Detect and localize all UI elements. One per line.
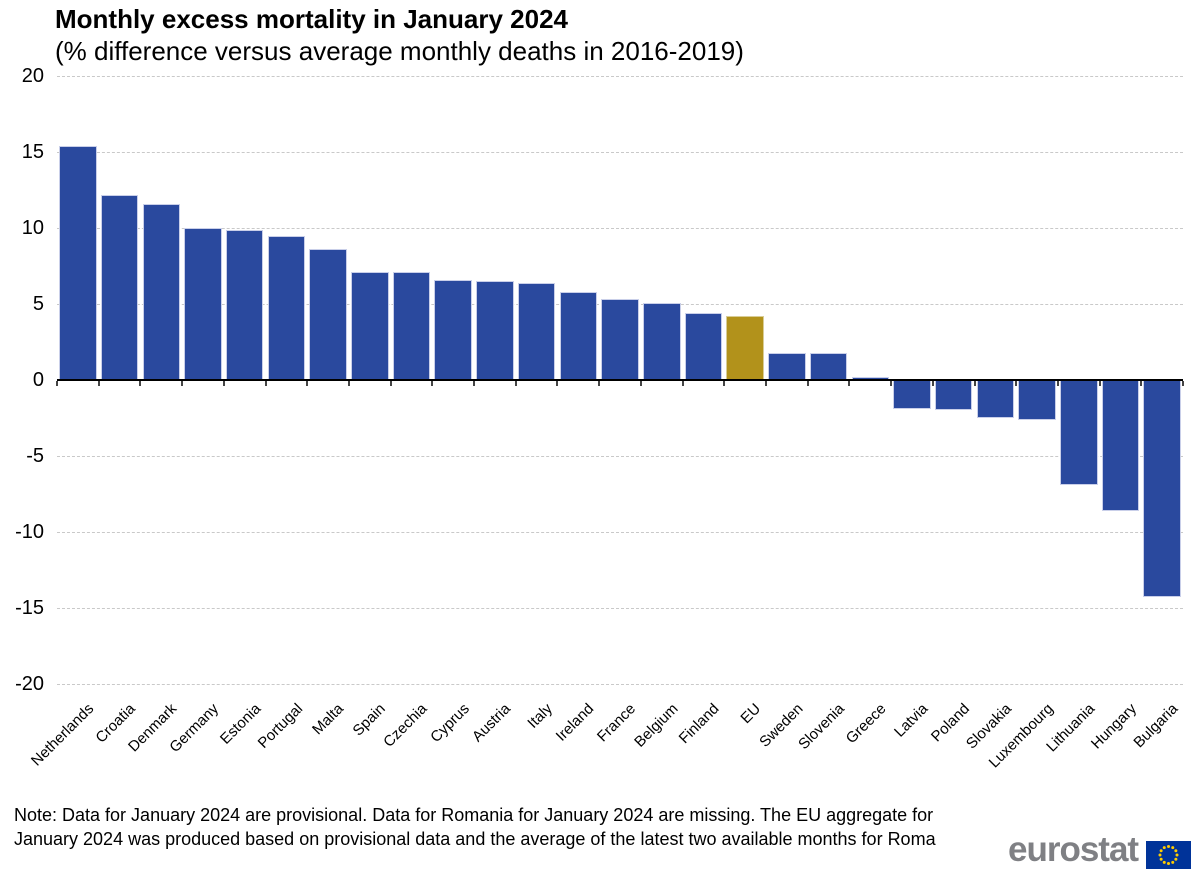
gridline--20	[57, 684, 1183, 685]
x-axis-label-netherlands: Netherlands	[28, 700, 98, 770]
zero-axis-line	[57, 379, 1183, 381]
axis-tick	[347, 381, 350, 386]
x-axis-label-hungary: Hungary	[1087, 700, 1140, 753]
axis-tick	[306, 381, 309, 386]
bar-denmark	[142, 203, 180, 380]
x-axis-label-malta: Malta	[309, 700, 348, 739]
bar-cyprus	[434, 279, 472, 380]
gridline--10	[57, 532, 1183, 533]
axis-tick	[181, 381, 184, 386]
footnote-line-2: January 2024 was produced based on provi…	[14, 829, 936, 849]
bar-poland	[934, 380, 973, 411]
gridline-15	[57, 152, 1183, 153]
axis-tick	[806, 381, 809, 386]
x-axis-label-cyprus: Cyprus	[426, 700, 473, 746]
bar-czechia	[392, 272, 431, 380]
y-axis-label-20: 20	[21, 65, 44, 87]
axis-tick	[681, 381, 684, 386]
axis-tick	[598, 381, 601, 386]
axis-tick	[1182, 381, 1184, 386]
bar-finland	[684, 313, 723, 380]
x-axis-label-greece: Greece	[842, 700, 890, 748]
bar-spain	[351, 272, 389, 380]
footnote-line-1: Note: Data for January 2024 are provisio…	[14, 805, 934, 825]
bar-italy	[517, 282, 556, 380]
bar-sweden	[768, 352, 806, 380]
gridline--15	[57, 608, 1183, 609]
chart-title: Monthly excess mortality in January 2024	[55, 4, 568, 34]
x-axis-label-italy: Italy	[524, 700, 556, 732]
axis-tick	[139, 381, 142, 386]
x-axis-label-czechia: Czechia	[380, 700, 431, 751]
axis-tick	[723, 381, 726, 386]
gridline-20	[57, 76, 1183, 77]
axis-tick	[765, 381, 767, 386]
footnote: Note: Data for January 2024 are provisio…	[14, 803, 1000, 855]
x-axis-label-eu: EU	[737, 700, 765, 728]
axis-tick	[222, 381, 225, 386]
bar-hungary	[1101, 380, 1140, 511]
eu-bar	[726, 316, 764, 380]
x-axis-label-portugal: Portugal	[254, 700, 306, 752]
y-axis-label--15: -15	[15, 597, 44, 619]
x-axis-label-bulgaria: Bulgaria	[1130, 700, 1182, 752]
bar-netherlands	[59, 145, 97, 380]
axis-tick	[389, 381, 392, 386]
bar-bulgaria	[1143, 380, 1181, 598]
bar-france	[601, 299, 639, 380]
bar-lithuania	[1060, 380, 1098, 485]
gridline--5	[57, 456, 1183, 457]
eu-flag-icon	[1146, 841, 1191, 869]
bar-belgium	[643, 302, 681, 380]
axis-tick	[931, 381, 934, 386]
axis-tick	[473, 381, 475, 386]
axis-tick	[1056, 381, 1059, 386]
gridline-10	[57, 228, 1183, 229]
eurostat-logo-text: eurostat	[1008, 830, 1139, 869]
axis-tick	[556, 381, 559, 386]
axis-tick	[973, 381, 976, 386]
axis-tick	[639, 381, 642, 386]
bar-germany	[184, 228, 222, 380]
axis-tick	[890, 381, 893, 386]
y-axis-label-15: 15	[21, 141, 44, 163]
axis-tick	[514, 381, 517, 386]
axis-tick	[97, 381, 100, 386]
bar-ireland	[559, 291, 597, 380]
y-axis-label-10: 10	[21, 217, 44, 239]
bar-austria	[476, 281, 514, 380]
bar-luxembourg	[1018, 380, 1056, 420]
x-axis-label-belgium: Belgium	[630, 700, 682, 751]
bar-slovenia	[809, 352, 848, 380]
x-axis-label-ireland: Ireland	[553, 700, 598, 745]
axis-tick	[1140, 381, 1143, 386]
y-axis-label--20: -20	[15, 673, 44, 695]
y-axis-label-5: 5	[32, 293, 44, 315]
y-axis-label--10: -10	[15, 521, 44, 543]
bar-croatia	[100, 194, 139, 380]
axis-tick	[264, 381, 267, 386]
axis-tick	[848, 381, 851, 386]
axis-tick	[1015, 381, 1018, 386]
x-axis-label-latvia: Latvia	[890, 700, 932, 741]
bar-estonia	[225, 229, 264, 380]
bar-portugal	[267, 235, 306, 380]
y-axis-label--5: -5	[26, 445, 44, 467]
bar-latvia	[893, 380, 931, 409]
axis-tick	[431, 381, 434, 386]
bar-slovakia	[976, 380, 1015, 418]
x-axis-label-finland: Finland	[675, 700, 723, 748]
axis-tick	[1098, 381, 1101, 386]
y-axis-label-0: 0	[32, 369, 44, 391]
axis-tick	[56, 381, 58, 386]
chart-subtitle: (% difference versus average monthly dea…	[55, 36, 744, 66]
x-axis-label-austria: Austria	[469, 700, 515, 746]
bar-malta	[309, 249, 347, 380]
